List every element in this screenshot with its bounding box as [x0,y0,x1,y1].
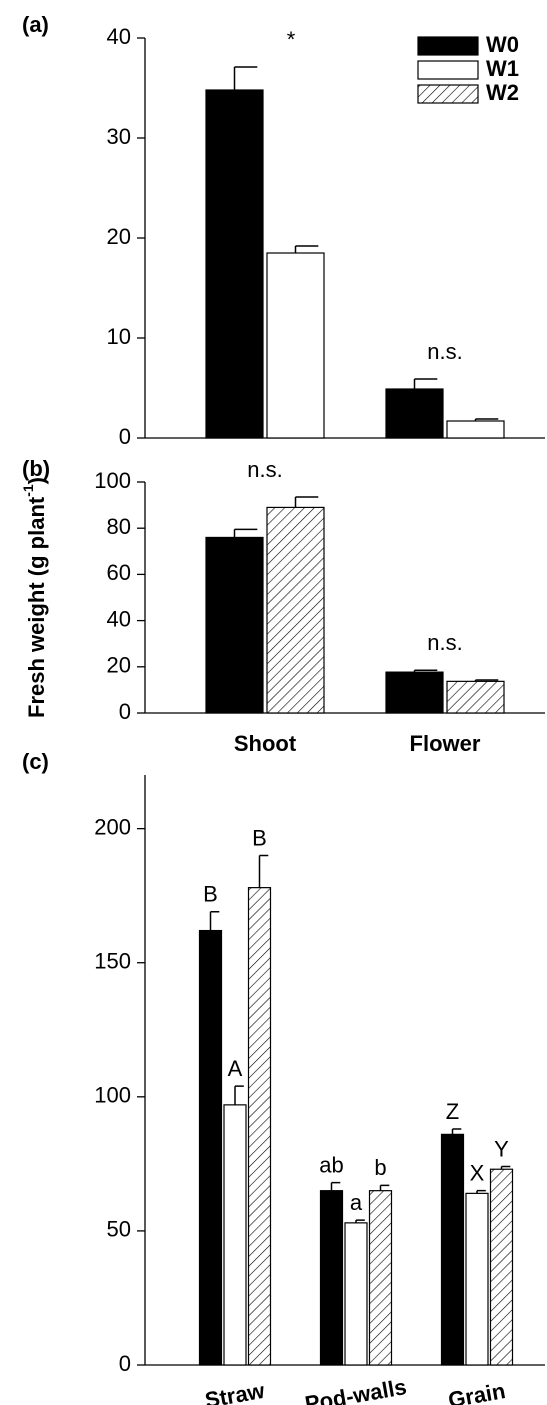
annotation: * [287,27,296,52]
bar [489,1168,514,1366]
error-bar [474,418,499,421]
error-bar [209,911,220,931]
error-bar [379,1184,390,1191]
bar [205,89,264,439]
panel-label: (b) [22,456,50,481]
annotation: n.s. [427,630,462,655]
error-bar [233,528,258,538]
bar-label: X [470,1160,485,1185]
y-axis-title: Fresh weight (g plant-1) [20,477,49,718]
legend-swatch [417,84,479,104]
bar-label: B [252,825,267,850]
bar-label: a [350,1190,363,1215]
y-tick-label: 30 [107,124,131,149]
bar [446,420,505,439]
bar [247,887,272,1366]
y-tick-label: 0 [119,1351,131,1376]
bar [266,252,325,439]
error-bar [413,378,438,389]
bar [385,388,444,439]
bar [344,1222,368,1366]
legend-swatch [417,36,479,56]
y-tick-label: 100 [94,468,131,493]
error-bar [355,1219,365,1223]
legend-label: W2 [486,80,519,105]
y-tick-label: 0 [119,424,131,449]
y-tick-label: 100 [94,1083,131,1108]
y-tick-label: 50 [107,1217,131,1242]
bar-label: B [203,882,218,907]
y-tick-label: 10 [107,324,131,349]
error-bar [476,1189,486,1194]
legend-label: W0 [486,32,519,57]
x-tick-label: Shoot [234,731,297,756]
bar [198,929,223,1366]
y-axis-title-end: ) [24,477,49,484]
bar-label: ab [319,1152,343,1177]
y-axis-title-sup: -1 [20,484,36,497]
error-bar [500,1165,511,1170]
x-tick-label: Grain [446,1378,507,1405]
bar-label: b [374,1155,386,1180]
bar [266,506,325,714]
y-tick-label: 80 [107,514,131,539]
bar [446,680,505,714]
y-tick-label: 40 [107,606,131,631]
bar [440,1133,465,1366]
y-tick-label: 60 [107,560,131,585]
y-tick-label: 20 [107,224,131,249]
error-bar [294,496,319,508]
bar-label: Z [446,1099,459,1124]
bar [465,1192,489,1366]
error-bar [474,679,499,682]
y-tick-label: 200 [94,814,131,839]
error-bar [294,245,319,253]
bar-label: Y [494,1136,509,1161]
error-bar [330,1181,341,1191]
bar [385,671,444,714]
bar [223,1104,247,1366]
y-tick-label: 20 [107,653,131,678]
error-bar [258,854,269,888]
annotation: n.s. [427,339,462,364]
annotation: n.s. [247,457,282,482]
y-tick-label: 0 [119,699,131,724]
x-tick-label: Flower [410,731,481,756]
panel-label: (a) [22,12,49,37]
y-axis-title-text: Fresh weight (g plant [24,496,49,718]
panel-label: (c) [22,749,49,774]
legend-label: W1 [486,56,519,81]
error-bar [234,1085,244,1105]
bar-label: A [228,1056,243,1081]
error-bar [233,66,258,90]
x-tick-label: Straw [203,1378,267,1405]
legend-swatch [417,60,479,80]
y-tick-label: 150 [94,949,131,974]
bar [319,1190,344,1366]
bar [368,1190,393,1366]
error-bar [413,669,438,673]
y-tick-label: 40 [107,24,131,49]
x-tick-label: Pod-walls [303,1374,408,1405]
bar [205,536,264,714]
error-bar [451,1128,462,1135]
